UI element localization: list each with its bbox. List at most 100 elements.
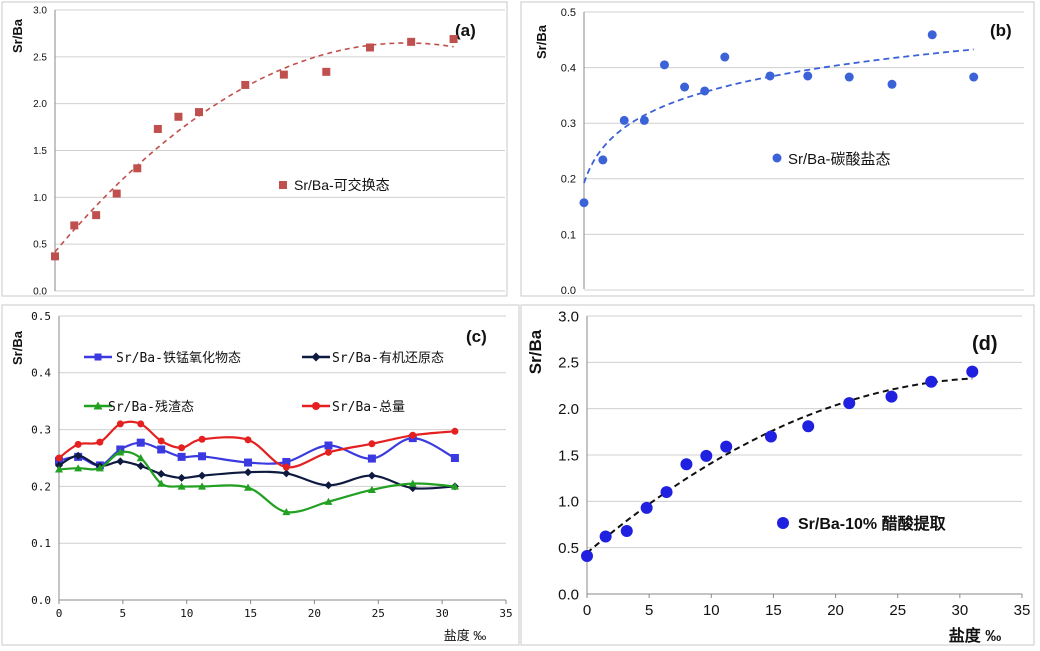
panel-d-data-point — [640, 501, 653, 514]
panel-c-data-point-0 — [136, 438, 145, 447]
panel-c-data-point-3 — [244, 436, 252, 444]
panel-b-data-point — [844, 72, 854, 82]
panel-c-y-tick-label: 0.3 — [31, 423, 51, 436]
panel-b-data-point — [619, 115, 629, 125]
panel-c-data-point-1 — [367, 471, 376, 480]
panel-d-y-tick-label: 0.0 — [558, 586, 579, 603]
panel-a-data-point — [279, 70, 288, 79]
panel-a-data-point — [449, 35, 458, 44]
panel-c-data-point-3 — [178, 444, 186, 452]
panel-a-data-point — [407, 37, 416, 46]
panel-c-data-point-2 — [157, 479, 166, 487]
legend-c-label-0: Sr/Ba-铁锰氧化物态 — [116, 351, 241, 366]
panel-d-x-tick-label: 25 — [889, 602, 906, 619]
panel-c-data-point-1 — [116, 457, 125, 466]
panel-a-y-tick-label: 2.5 — [33, 52, 47, 63]
panel-d-x-tick-label: 10 — [703, 602, 720, 619]
panel-d-x-tick-label: 0 — [583, 602, 591, 619]
panel-b-data-point — [887, 79, 897, 89]
panel-a-data-point — [51, 252, 59, 261]
panel-c-y-tick-label: 0.2 — [31, 480, 51, 493]
panel-c-data-point-2 — [408, 479, 417, 487]
panel-c-data-point-2 — [324, 497, 333, 505]
panel-c-data-point-3 — [96, 438, 104, 446]
panel-d-y-tick-label: 1.5 — [558, 447, 579, 464]
panel-d-data-point — [680, 458, 693, 471]
panel-a-frame — [1, 1, 508, 297]
panel-d-data-point — [764, 430, 777, 443]
panel-b-label: (b) — [990, 21, 1012, 40]
panel-d-x-tick-label: 30 — [952, 602, 969, 619]
panel-d-x-tick-label: 20 — [827, 602, 844, 619]
legend-c-label-2: Sr/Ba-残渣态 — [108, 400, 194, 415]
panel-a-data-point — [92, 211, 101, 220]
panel-a-trendline — [54, 42, 454, 253]
panel-d-y-tick-label: 2.0 — [558, 401, 579, 418]
panel-a-data-point — [195, 108, 203, 117]
panel-b-data-point — [969, 72, 979, 82]
panel-c-frame — [1, 304, 520, 646]
panel-c-label: (c) — [466, 327, 487, 346]
panel-b-data-point — [720, 52, 730, 62]
panel-d-x-tick-label: 15 — [765, 602, 782, 619]
panel-c-legend: Sr/Ba-铁锰氧化物态 Sr/Ba-有机还原态 Sr/Ba-残渣态 Sr/Ba… — [84, 351, 444, 415]
panel-d-data-point — [925, 375, 938, 388]
panel-d-data-point — [720, 440, 733, 453]
panel-d-xlabel: 盐度 ‰ — [949, 626, 1001, 645]
legend-c-marker-3 — [312, 402, 320, 410]
panel-b-data-point — [803, 71, 813, 81]
panel-c-x-tick-label: 10 — [180, 607, 193, 620]
panel-c-data-point-1 — [177, 473, 186, 482]
panel-d-x-tick-label: 5 — [645, 602, 653, 619]
panel-c-data-point-1 — [74, 451, 83, 460]
panel-d-y-tick-label: 1.0 — [558, 494, 579, 511]
legend-d-marker — [777, 517, 789, 529]
panel-b-y-tick-label: 0.2 — [561, 174, 576, 186]
panel-d-x-tick-label: 35 — [1014, 602, 1031, 619]
panel-c-series-line-2 — [58, 450, 455, 514]
panel-b-data-point — [680, 82, 690, 92]
panel-a-y-tick-label: 2.0 — [33, 99, 47, 110]
panel-d-y-tick-label: 0.5 — [558, 540, 579, 557]
legend-a-label: Sr/Ba-可交换态 — [294, 177, 390, 193]
panel-c-x-tick-label: 5 — [120, 607, 127, 620]
legend-a-marker — [279, 181, 287, 189]
panel-d: 0.0 0.5 1.0 1.5 2.0 2.5 3.0 0 5 10 15 20 25 30 35 Sr/… — [520, 304, 1035, 646]
panel-c-data-point-1 — [244, 468, 253, 477]
panel-c-data-point-3 — [74, 440, 82, 448]
panel-c-x-tick-label: 25 — [372, 607, 385, 620]
panel-b-data-point — [579, 198, 589, 208]
panel-c-data-point-3 — [282, 463, 290, 471]
legend-c-label-1: Sr/Ba-有机还原态 — [332, 351, 444, 366]
panel-c-data-point-2 — [282, 507, 291, 516]
panel-d-data-point — [620, 524, 633, 537]
panel-d-y-tick-label: 3.0 — [558, 308, 579, 325]
panel-a-label: (a) — [455, 21, 476, 40]
legend-c-marker-2 — [93, 401, 103, 410]
panel-c-data-point-3 — [137, 420, 145, 428]
panel-d-data-point — [660, 486, 673, 499]
panel-d-frame — [520, 304, 1035, 646]
panel-a-data-point — [366, 43, 374, 52]
panel-c-data-point-1 — [157, 469, 166, 478]
panel-a-data-point — [133, 164, 142, 173]
panel-d-data-point — [802, 420, 815, 433]
panel-c-data-point-0 — [198, 452, 207, 461]
panel-b-y-tick-label: 0.3 — [561, 118, 576, 130]
panel-b-data-point — [598, 155, 608, 165]
panel-c-data-point-3 — [55, 454, 63, 462]
panel-d-data-point — [885, 390, 898, 403]
panel-b: 0.0 0.1 0.2 0.3 0.4 0.5 Sr/Ba (b) Sr/Ba-碳酸盐态 — [520, 1, 1035, 297]
panel-d-label: (d) — [972, 333, 998, 355]
panel-c-xlabel: 盐度 ‰ — [444, 628, 487, 643]
panel-b-data-point — [700, 86, 710, 96]
panel-c-data-point-0 — [244, 458, 253, 467]
panel-b-data-point — [927, 30, 937, 40]
panel-c-data-point-3 — [116, 420, 124, 428]
panel-a-data-point — [70, 221, 79, 230]
panel-c-data-point-3 — [451, 427, 459, 435]
legend-b-label: Sr/Ba-碳酸盐态 — [788, 151, 891, 168]
panel-c-x-tick-label: 15 — [244, 607, 257, 620]
panel-b-y-tick-label: 0.4 — [561, 62, 576, 74]
